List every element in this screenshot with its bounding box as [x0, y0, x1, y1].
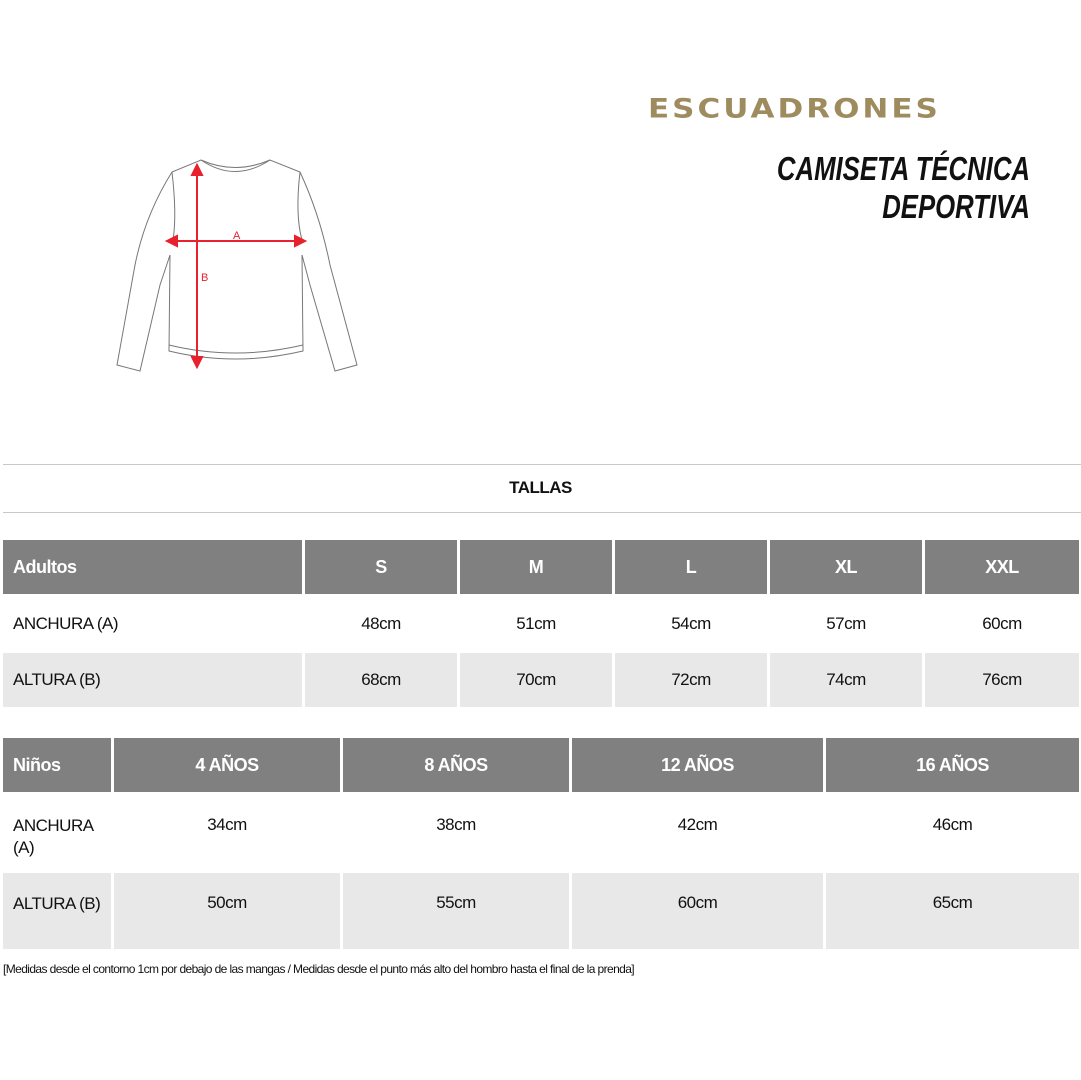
adult-size-table: Adultos S M L XL XXL ANCHURA (A) 48cm 51…: [3, 540, 1079, 707]
header-cell: 4 AÑOS: [114, 738, 340, 792]
product-title: CAMISETA TÉCNICA DEPORTIVA: [776, 150, 1030, 225]
shirt-diagram: A B: [116, 159, 358, 372]
table-cell: 50cm: [114, 873, 340, 949]
brand-logo: ESCUADRONES: [648, 88, 1028, 130]
table-cell: 70cm: [460, 653, 612, 707]
table-cell: 55cm: [343, 873, 569, 949]
logo-text: ESCUADRONES: [648, 93, 941, 125]
table-cell: 54cm: [671, 613, 711, 633]
section-title: TALLAS: [509, 478, 572, 497]
table-cell: 60cm: [982, 613, 1022, 633]
divider: [3, 464, 1081, 465]
divider: [3, 512, 1081, 513]
footnote: [Medidas desde el contorno 1cm por debaj…: [3, 962, 635, 976]
table-cell: 34cm: [207, 815, 247, 834]
table-cell: 65cm: [826, 873, 1079, 949]
header-cell: 8 AÑOS: [343, 738, 569, 792]
arrow-down-icon: [190, 356, 204, 370]
header-cell: Niños: [3, 738, 111, 792]
label-b: B: [201, 272, 208, 284]
table-cell: 46cm: [932, 815, 973, 834]
row-label: ANCHURA (A): [13, 613, 119, 633]
header-cell: M: [460, 540, 612, 594]
arrow-up-icon: [190, 162, 204, 176]
table-cell: 51cm: [516, 613, 556, 633]
shirt-outline: [116, 159, 358, 372]
table-cell: 72cm: [615, 653, 767, 707]
arrow-right-icon: [294, 234, 308, 248]
header-cell: XL: [770, 540, 922, 594]
label-a: A: [233, 230, 241, 242]
row-label: ANCHURA (A): [13, 816, 93, 857]
row-label: ALTURA (B): [3, 873, 111, 949]
table-cell: 60cm: [572, 873, 823, 949]
table-cell: 42cm: [677, 815, 718, 834]
table-cell: 48cm: [361, 613, 401, 633]
kids-size-table: Niños 4 AÑOS 8 AÑOS 12 AÑOS 16 AÑOS ANCH…: [3, 738, 1079, 949]
header-cell: 12 AÑOS: [572, 738, 823, 792]
arrow-left-icon: [164, 234, 178, 248]
table-cell: 68cm: [305, 653, 457, 707]
header-cell: S: [305, 540, 457, 594]
row-label: ALTURA (B): [3, 653, 302, 707]
table-cell: 57cm: [826, 613, 866, 633]
header-cell: 16 AÑOS: [826, 738, 1079, 792]
header-cell: L: [615, 540, 767, 594]
table-cell: 38cm: [436, 815, 476, 834]
table-cell: 74cm: [770, 653, 922, 707]
header-cell: Adultos: [3, 540, 302, 594]
table-cell: 76cm: [925, 653, 1079, 707]
header-cell: XXL: [925, 540, 1079, 594]
